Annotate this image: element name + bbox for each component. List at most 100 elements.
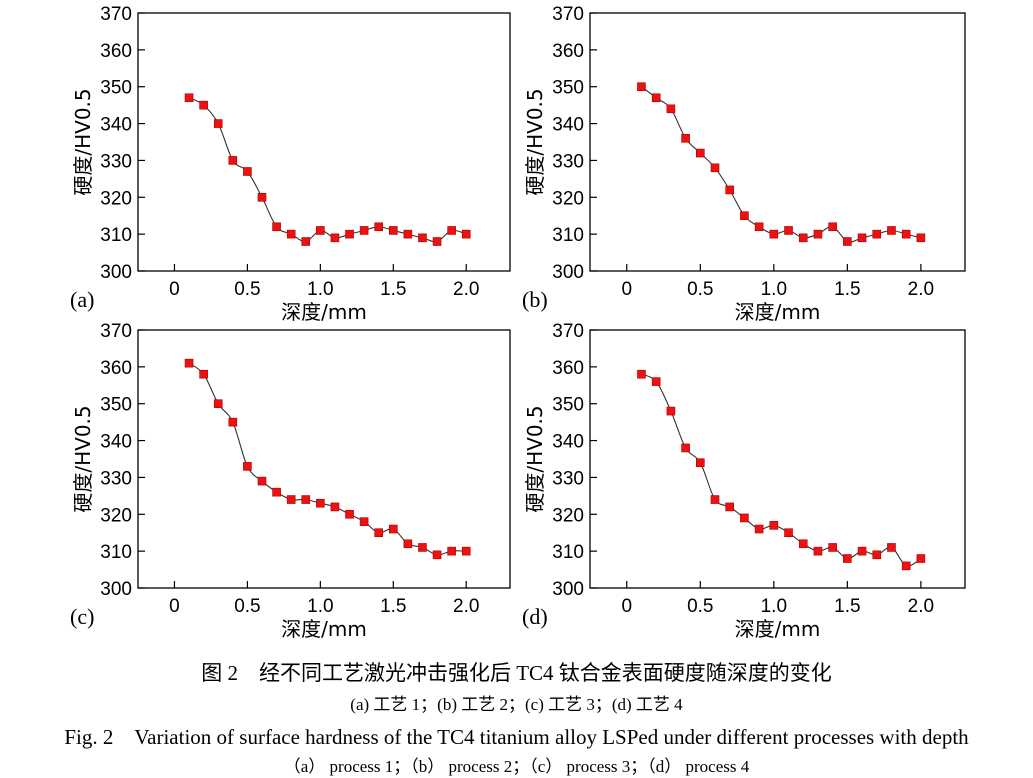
y-tick-label: 330 [100,151,132,172]
data-point [374,528,384,538]
x-tick-label: 1.0 [307,596,333,617]
data-point [872,550,882,560]
y-tick-label: 330 [100,468,132,489]
y-tick-label: 320 [552,188,584,209]
data-point [301,237,311,246]
panel-label: (d) [522,604,548,629]
y-axis-label: 硬度/HV0.5 [523,88,547,195]
series-line [641,86,922,243]
data-point [857,546,867,556]
data-point [828,222,837,232]
figure-caption-english-subtitle: （a） process 1；（b） process 2；（c） process … [283,757,750,776]
data-point [316,226,325,235]
data-point [740,211,749,221]
data-point [418,543,427,552]
y-tick-label: 370 [552,321,584,342]
y-tick-label: 300 [552,579,584,600]
y-tick-label: 310 [100,225,132,246]
x-axis-label: 深度/mm [735,300,821,324]
x-tick-label: 1.5 [380,596,406,617]
data-point [345,229,354,239]
data-point [798,233,808,243]
data-point [272,487,281,497]
data-point [637,82,646,92]
panel-label: (a) [70,287,94,312]
data-point [461,229,471,239]
data-point [228,417,238,427]
data-point [447,546,456,556]
data-point [316,498,325,508]
data-point [432,550,442,560]
data-point [843,554,852,563]
data-point [388,226,398,235]
data-point [681,443,690,453]
x-tick-label: 0 [169,279,180,300]
data-point [740,513,749,523]
series-line [641,373,922,567]
x-tick-label: 1.5 [834,596,860,617]
data-point [330,502,340,512]
y-tick-label: 350 [552,78,584,99]
plot-frame [137,329,511,589]
y-tick-label: 370 [100,321,132,342]
data-point [872,229,882,239]
data-point [374,222,384,232]
y-tick-label: 350 [100,78,132,99]
y-tick-label: 310 [552,225,584,246]
data-point [330,233,340,243]
data-point [651,93,661,103]
data-point [784,226,793,235]
panel-label: (b) [522,287,548,312]
data-point [843,237,852,246]
data-point [199,369,208,379]
data-point [710,495,720,504]
y-tick-label: 310 [100,542,132,563]
x-tick-label: 1.5 [834,279,860,300]
data-point [784,528,793,538]
series-line [188,362,467,556]
data-point [286,229,296,239]
x-tick-label: 0 [621,596,632,617]
x-tick-label: 0.5 [687,596,713,617]
data-point [228,156,238,165]
y-tick-label: 300 [552,262,584,283]
y-tick-label: 300 [100,262,132,283]
data-point [199,100,208,110]
panel-label: (c) [70,604,94,629]
data-point [418,233,427,243]
data-point [901,561,911,571]
data-point [213,399,223,409]
data-point [345,509,354,519]
data-point [257,476,267,486]
figure-caption-english: Fig. 2 Variation of surface hardness of … [64,725,969,749]
y-tick-label: 320 [552,505,584,526]
data-point [359,226,369,235]
data-point [754,222,764,232]
data-point [637,369,646,379]
data-point [754,524,764,534]
y-axis-label: 硬度/HV0.5 [71,88,95,195]
y-tick-label: 340 [552,115,584,136]
y-tick-label: 370 [100,4,132,25]
y-tick-label: 360 [552,41,584,62]
data-point [388,524,398,534]
x-tick-label: 0 [169,596,180,617]
x-tick-label: 2.0 [908,279,934,300]
data-point [213,119,223,128]
data-point [725,185,735,195]
x-axis-label: 深度/mm [281,300,367,324]
x-tick-label: 0.5 [687,279,713,300]
data-point [695,148,705,158]
figure-caption-chinese: 图 2 经不同工艺激光冲击强化后 TC4 钛合金表面硬度随深度的变化 [201,661,832,685]
y-tick-label: 350 [552,395,584,416]
x-tick-label: 1.0 [307,279,333,300]
y-tick-label: 360 [100,41,132,62]
plot-frame [137,12,511,272]
data-point [666,104,676,114]
series-line [188,97,467,243]
x-tick-label: 1.5 [380,279,406,300]
y-tick-label: 340 [100,115,132,136]
data-point [286,495,296,504]
data-point [447,226,456,235]
x-tick-label: 2.0 [453,279,479,300]
